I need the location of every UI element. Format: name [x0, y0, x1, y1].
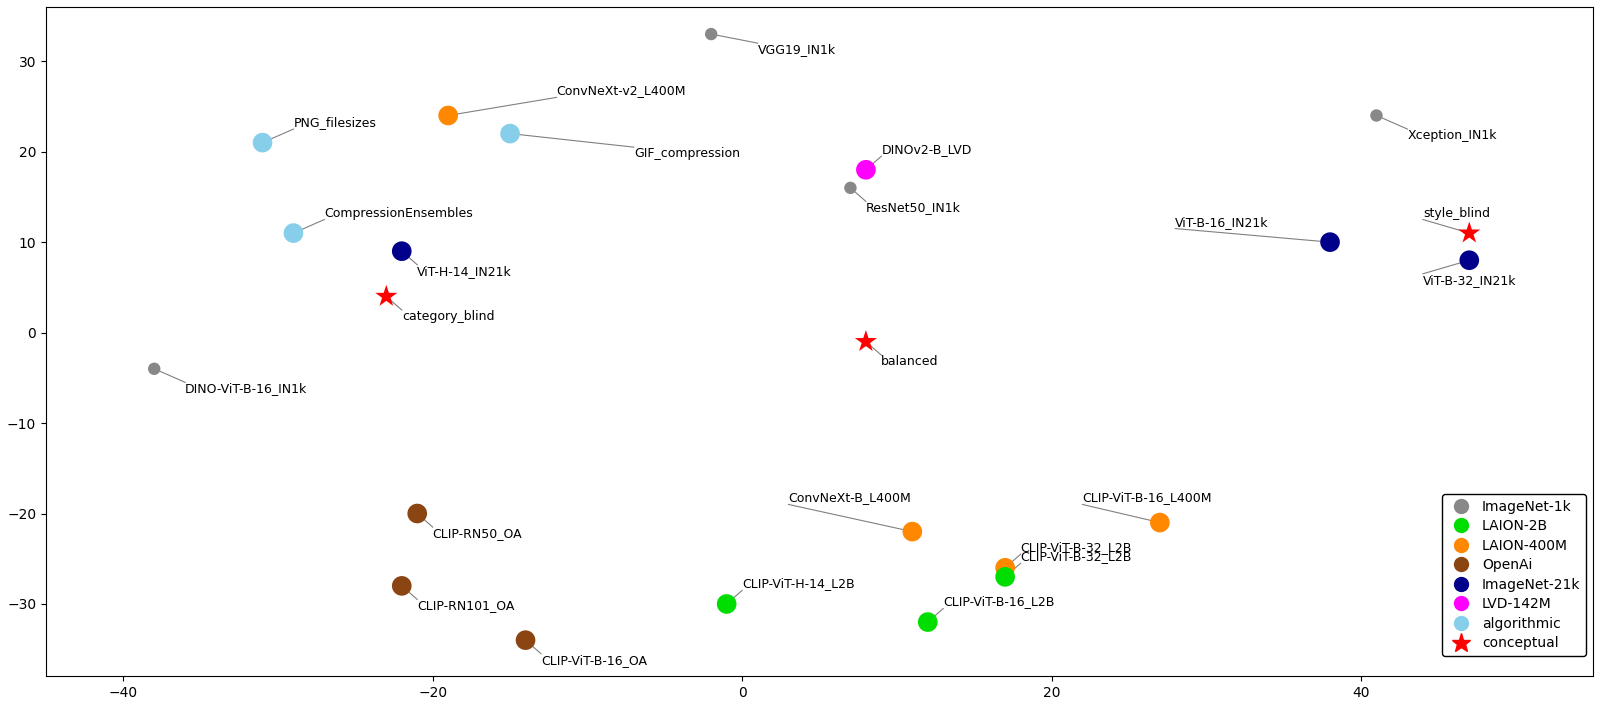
Point — [250, 137, 275, 148]
Point — [1363, 110, 1389, 121]
Text: DINOv2-B_LVD: DINOv2-B_LVD — [882, 144, 971, 156]
Text: VGG19_IN1k: VGG19_IN1k — [758, 43, 835, 56]
Text: ViT-B-32_IN21k: ViT-B-32_IN21k — [1422, 274, 1517, 287]
Text: DINO-ViT-B-16_IN1k: DINO-ViT-B-16_IN1k — [186, 382, 307, 395]
Point — [915, 617, 941, 628]
Point — [389, 580, 414, 592]
Text: PNG_filesizes: PNG_filesizes — [293, 116, 376, 129]
Text: ViT-B-16_IN21k: ViT-B-16_IN21k — [1176, 216, 1269, 228]
Text: ConvNeXt-v2_L400M: ConvNeXt-v2_L400M — [557, 84, 686, 98]
Text: ViT-H-14_IN21k: ViT-H-14_IN21k — [418, 264, 512, 278]
Point — [389, 245, 414, 257]
Point — [1456, 255, 1482, 266]
Point — [698, 28, 723, 40]
Point — [1147, 517, 1173, 528]
Text: CLIP-RN50_OA: CLIP-RN50_OA — [432, 527, 522, 540]
Point — [853, 336, 878, 347]
Point — [373, 291, 398, 302]
Point — [405, 508, 430, 519]
Point — [141, 363, 166, 375]
Point — [435, 110, 461, 121]
Text: style_blind: style_blind — [1422, 206, 1490, 219]
Legend: ImageNet-1k, LAION-2B, LAION-400M, OpenAi, ImageNet-21k, LVD-142M, algorithmic, : ImageNet-1k, LAION-2B, LAION-400M, OpenA… — [1442, 494, 1586, 656]
Point — [1317, 236, 1342, 247]
Text: CLIP-ViT-B-16_L2B: CLIP-ViT-B-16_L2B — [944, 595, 1054, 609]
Point — [1456, 228, 1482, 239]
Text: category_blind: category_blind — [402, 310, 494, 323]
Text: CompressionEnsembles: CompressionEnsembles — [325, 206, 474, 219]
Text: CLIP-ViT-B-32_L2B: CLIP-ViT-B-32_L2B — [1021, 542, 1131, 554]
Text: Xception_IN1k: Xception_IN1k — [1408, 129, 1498, 142]
Text: CLIP-ViT-B-32_L2B: CLIP-ViT-B-32_L2B — [1021, 550, 1131, 563]
Text: ConvNeXt-B_L400M: ConvNeXt-B_L400M — [789, 491, 912, 505]
Text: balanced: balanced — [882, 355, 939, 368]
Text: CLIP-ViT-H-14_L2B: CLIP-ViT-H-14_L2B — [742, 578, 854, 590]
Point — [899, 526, 925, 537]
Point — [838, 182, 864, 194]
Point — [992, 562, 1018, 573]
Point — [498, 128, 523, 139]
Point — [714, 598, 739, 609]
Point — [853, 164, 878, 175]
Text: GIF_compression: GIF_compression — [634, 147, 739, 160]
Text: CLIP-RN101_OA: CLIP-RN101_OA — [418, 600, 515, 612]
Point — [280, 228, 306, 239]
Text: CLIP-ViT-B-16_L400M: CLIP-ViT-B-16_L400M — [1083, 491, 1211, 505]
Text: CLIP-ViT-B-16_OA: CLIP-ViT-B-16_OA — [541, 654, 646, 667]
Point — [992, 571, 1018, 583]
Text: ResNet50_IN1k: ResNet50_IN1k — [866, 201, 960, 214]
Point — [512, 634, 538, 645]
